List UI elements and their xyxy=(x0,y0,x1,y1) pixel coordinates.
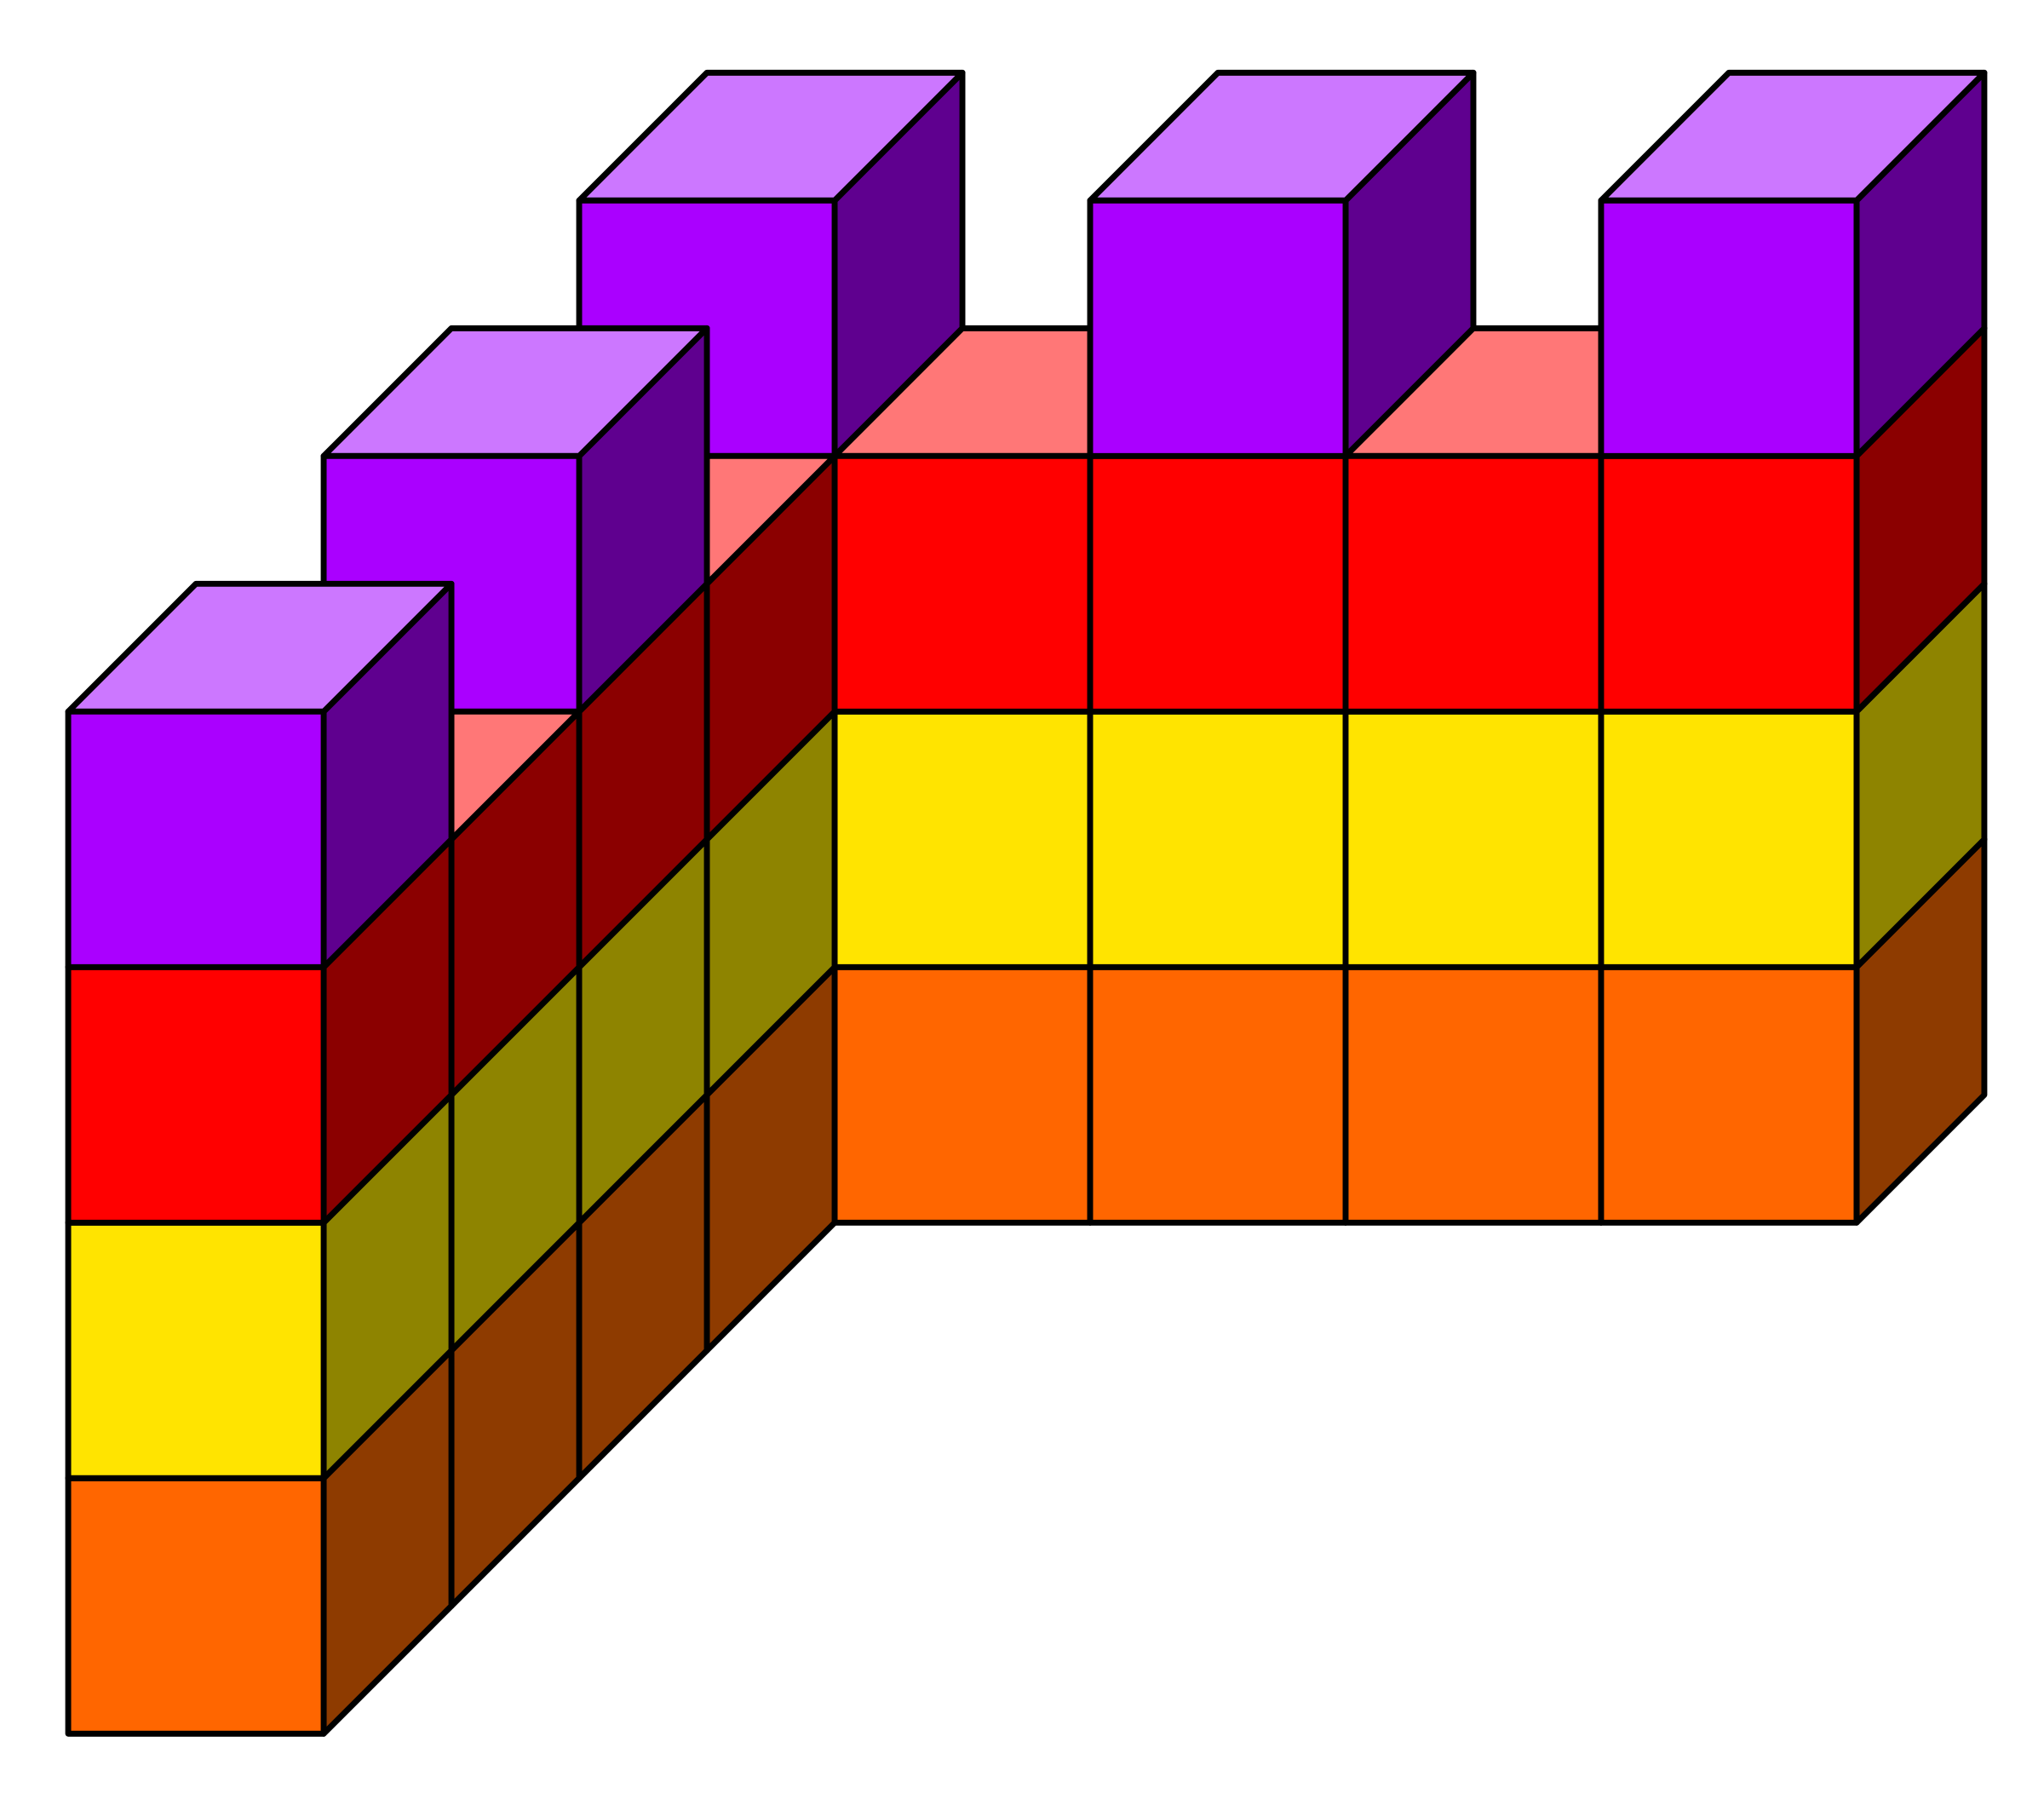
cube-front-face xyxy=(1598,708,1860,970)
cube-front-face xyxy=(1598,963,1860,1226)
cube-front-face xyxy=(1342,963,1605,1226)
cube-front-face xyxy=(65,963,327,1226)
cube-front-face xyxy=(831,452,1094,715)
cube-front-face xyxy=(1342,452,1605,715)
cube-front-face xyxy=(1087,197,1349,459)
cube-front-face xyxy=(1087,708,1349,970)
cube-front-face xyxy=(65,1219,327,1481)
cube-front-face xyxy=(1598,197,1860,459)
cube-front-face xyxy=(1087,452,1349,715)
cube-front-face xyxy=(65,708,327,970)
cube-front-face xyxy=(831,963,1094,1226)
cube-front-face xyxy=(1598,452,1860,715)
cube-front-face xyxy=(831,708,1094,970)
cube-front-face xyxy=(1342,708,1605,970)
cube-front-face xyxy=(1087,963,1349,1226)
cube-front-face xyxy=(65,1475,327,1737)
